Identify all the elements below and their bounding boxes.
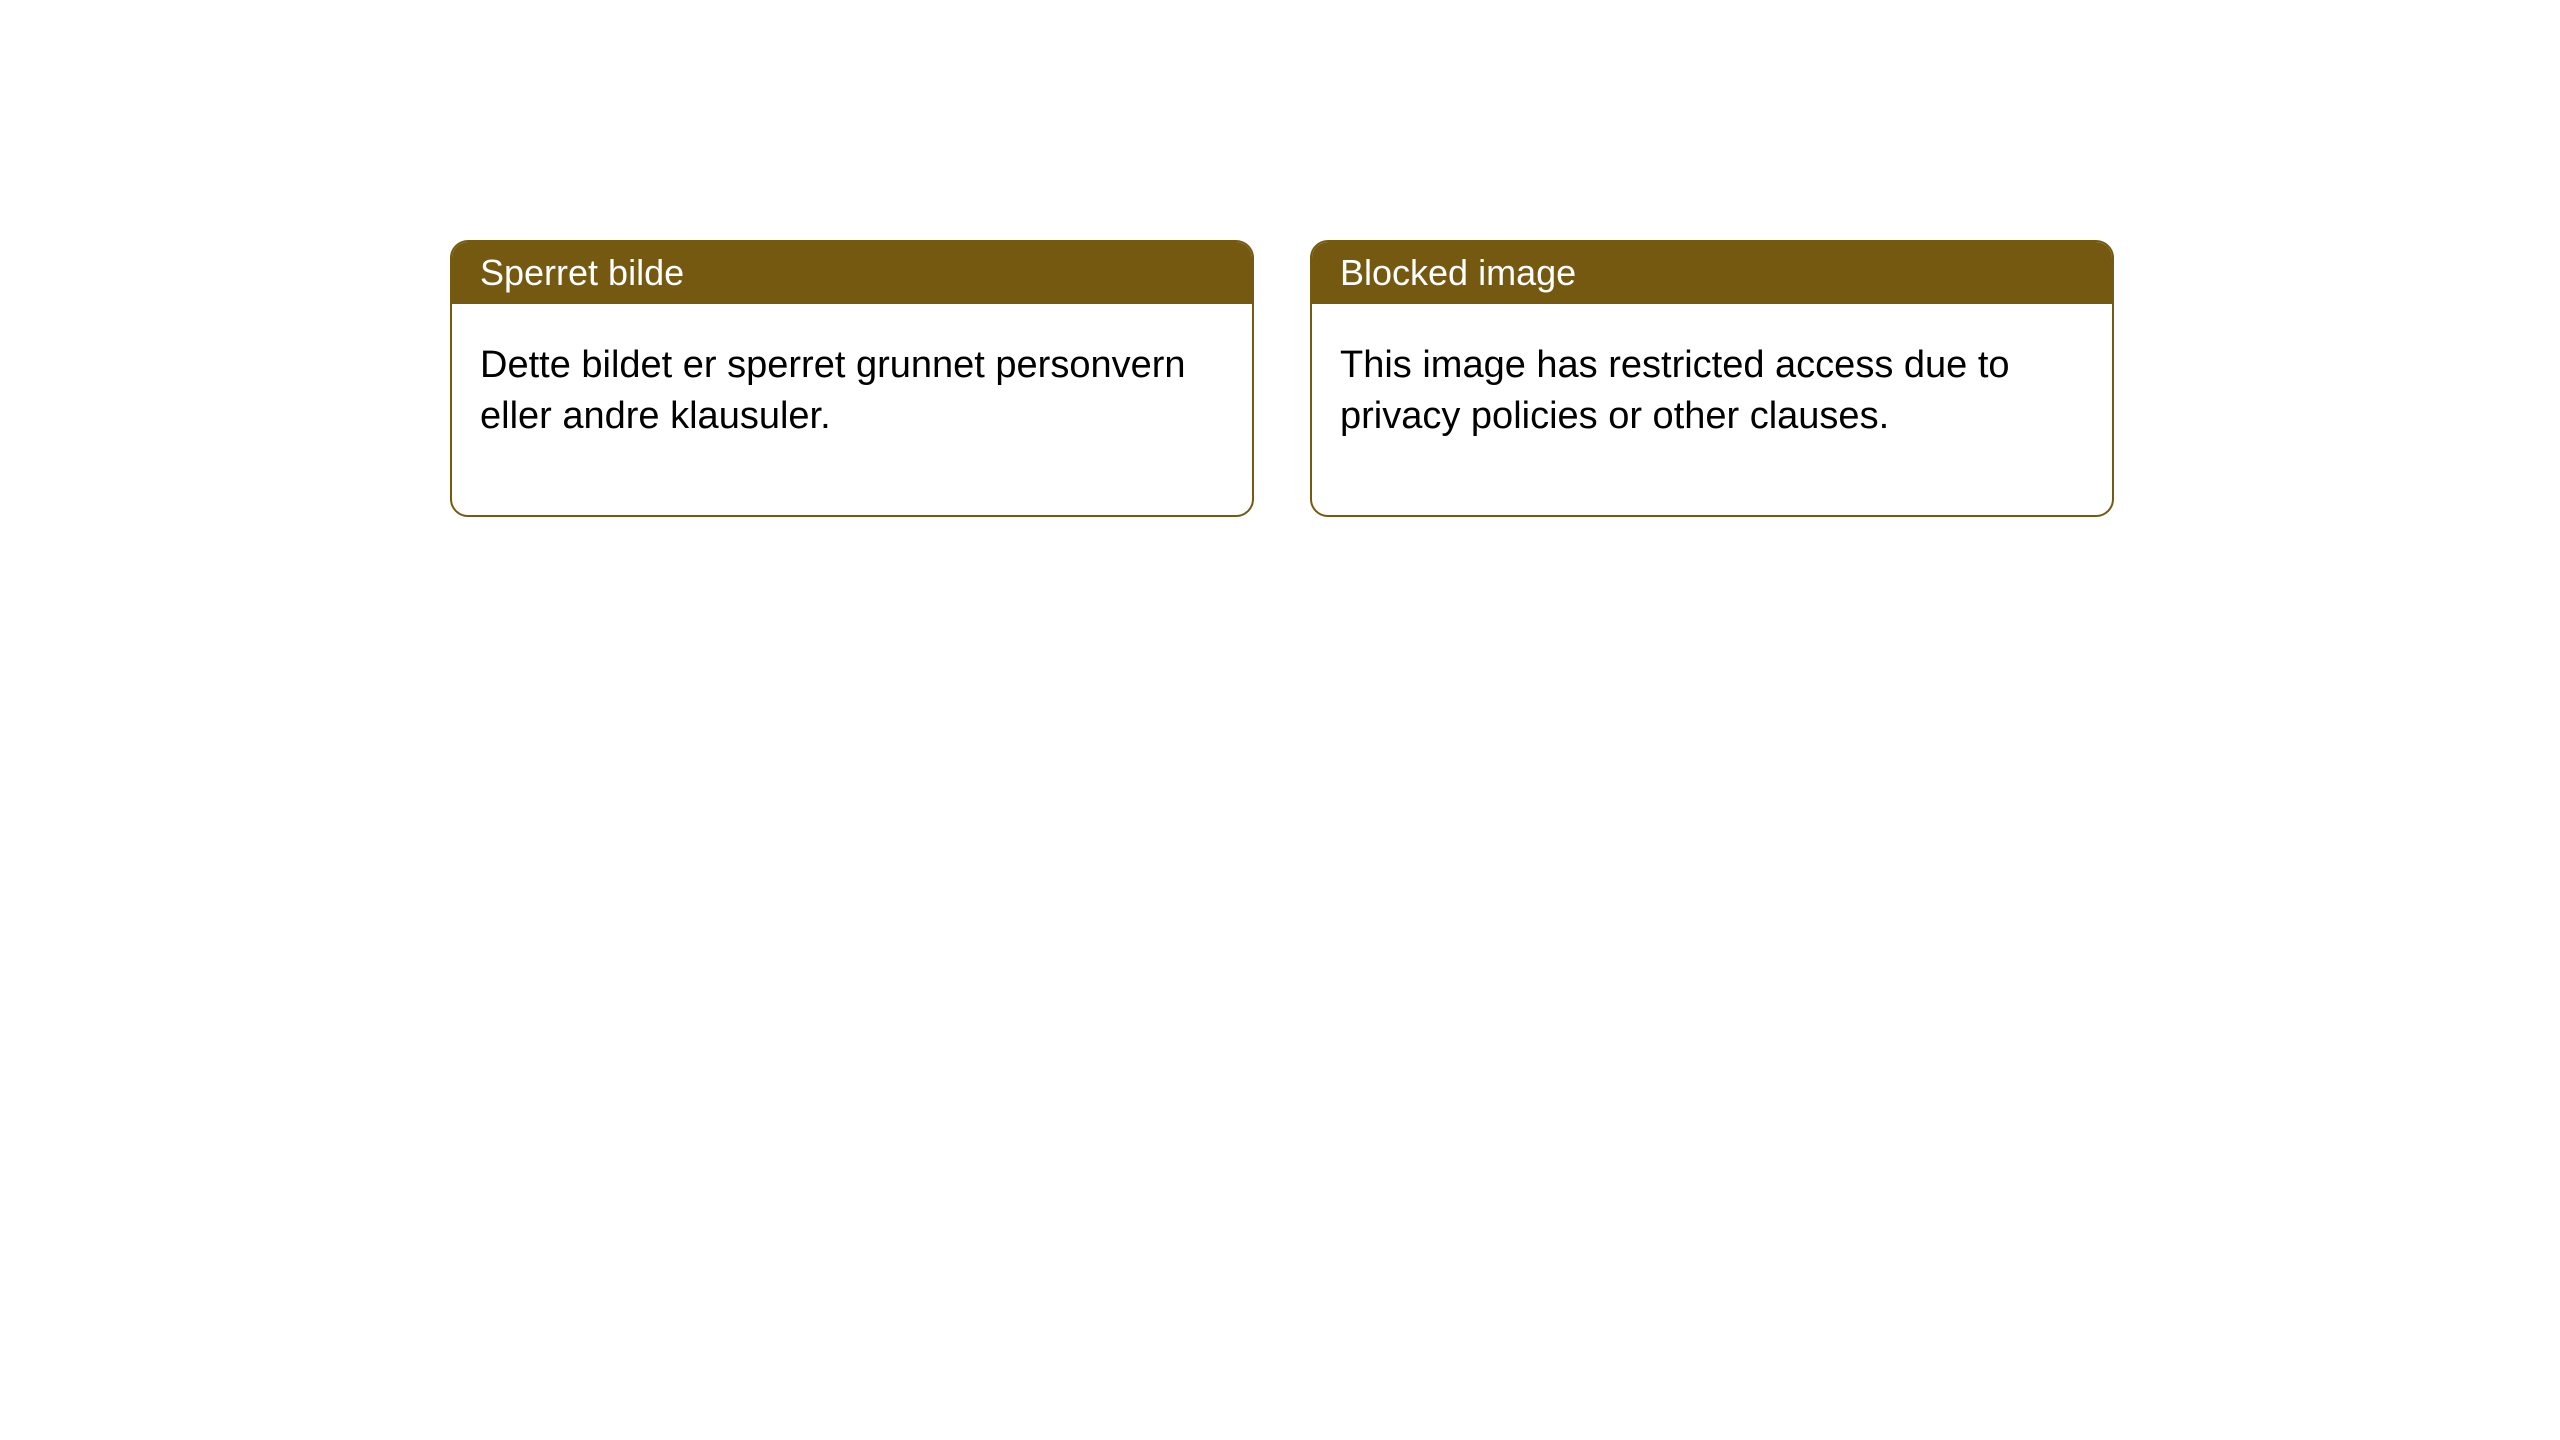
- notice-container: Sperret bilde Dette bildet er sperret gr…: [450, 240, 2114, 517]
- notice-body-text: This image has restricted access due to …: [1340, 344, 2010, 437]
- notice-body: This image has restricted access due to …: [1312, 304, 2112, 515]
- notice-body: Dette bildet er sperret grunnet personve…: [452, 304, 1252, 515]
- notice-card-norwegian: Sperret bilde Dette bildet er sperret gr…: [450, 240, 1254, 517]
- notice-body-text: Dette bildet er sperret grunnet personve…: [480, 344, 1186, 437]
- notice-header: Sperret bilde: [452, 242, 1252, 304]
- notice-title: Sperret bilde: [480, 252, 684, 293]
- notice-title: Blocked image: [1340, 252, 1576, 293]
- notice-card-english: Blocked image This image has restricted …: [1310, 240, 2114, 517]
- notice-header: Blocked image: [1312, 242, 2112, 304]
